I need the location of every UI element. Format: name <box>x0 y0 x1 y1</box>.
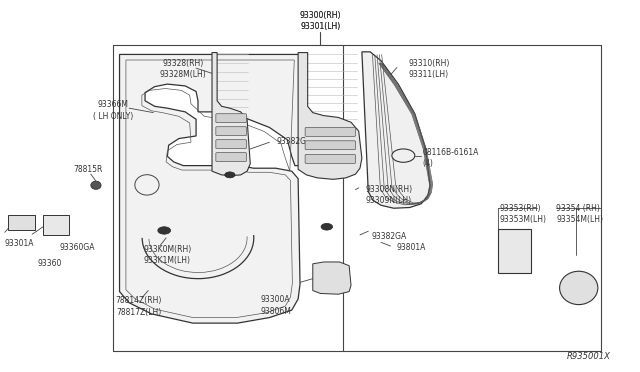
Polygon shape <box>362 52 430 208</box>
Bar <box>498 229 531 273</box>
Polygon shape <box>212 52 250 176</box>
Text: 08116B-6161A: 08116B-6161A <box>422 148 479 157</box>
Ellipse shape <box>91 181 101 189</box>
Text: 93301(LH): 93301(LH) <box>300 22 340 31</box>
Text: 93310(RH): 93310(RH) <box>408 59 449 68</box>
FancyBboxPatch shape <box>305 128 355 137</box>
Text: 93300A: 93300A <box>261 295 291 304</box>
Text: 93366M: 93366M <box>98 100 129 109</box>
Circle shape <box>225 172 235 178</box>
Polygon shape <box>313 262 351 294</box>
FancyBboxPatch shape <box>216 127 246 136</box>
Text: 933K0M(RH): 933K0M(RH) <box>143 244 191 253</box>
Text: 933K1M(LH): 933K1M(LH) <box>144 256 191 264</box>
FancyBboxPatch shape <box>216 153 246 161</box>
Text: 93382GA: 93382GA <box>371 231 406 241</box>
Text: 93354 (RH): 93354 (RH) <box>556 204 600 213</box>
Circle shape <box>158 227 170 234</box>
Text: 93301(LH): 93301(LH) <box>300 22 340 31</box>
Ellipse shape <box>559 271 598 305</box>
FancyBboxPatch shape <box>216 140 246 148</box>
Text: 93382G: 93382G <box>276 137 307 146</box>
Polygon shape <box>120 54 301 323</box>
Text: 78814Z(RH): 78814Z(RH) <box>115 296 162 305</box>
Circle shape <box>321 224 333 230</box>
Circle shape <box>392 149 415 162</box>
Text: B: B <box>401 153 406 158</box>
Text: 93328M(LH): 93328M(LH) <box>160 70 207 79</box>
Text: (4): (4) <box>422 159 433 168</box>
Text: ( LH ONLY): ( LH ONLY) <box>93 112 133 121</box>
Text: R935001X: R935001X <box>567 352 611 361</box>
Polygon shape <box>298 52 362 179</box>
Text: 93360GA: 93360GA <box>59 243 95 251</box>
Text: 93300(RH): 93300(RH) <box>300 11 341 20</box>
Text: 78817Z(LH): 78817Z(LH) <box>116 308 161 317</box>
Text: 93353M(LH): 93353M(LH) <box>499 215 546 224</box>
Text: 93309N(LH): 93309N(LH) <box>365 196 411 205</box>
Text: 93300(RH): 93300(RH) <box>300 11 341 20</box>
FancyBboxPatch shape <box>305 141 355 150</box>
FancyBboxPatch shape <box>216 114 246 123</box>
FancyBboxPatch shape <box>305 154 355 163</box>
Text: 93311(LH): 93311(LH) <box>409 70 449 79</box>
Text: 93308N(RH): 93308N(RH) <box>365 185 412 194</box>
Text: 93354M(LH): 93354M(LH) <box>556 215 604 224</box>
Text: 78815R: 78815R <box>73 165 102 174</box>
Text: 93806M: 93806M <box>260 307 291 316</box>
Bar <box>8 215 35 231</box>
Text: 93353(RH): 93353(RH) <box>499 204 541 213</box>
Text: 93328(RH): 93328(RH) <box>163 59 204 68</box>
Text: 93301A: 93301A <box>4 239 34 248</box>
Text: 93360: 93360 <box>37 259 61 268</box>
Bar <box>43 215 68 235</box>
Text: 93801A: 93801A <box>397 243 426 251</box>
